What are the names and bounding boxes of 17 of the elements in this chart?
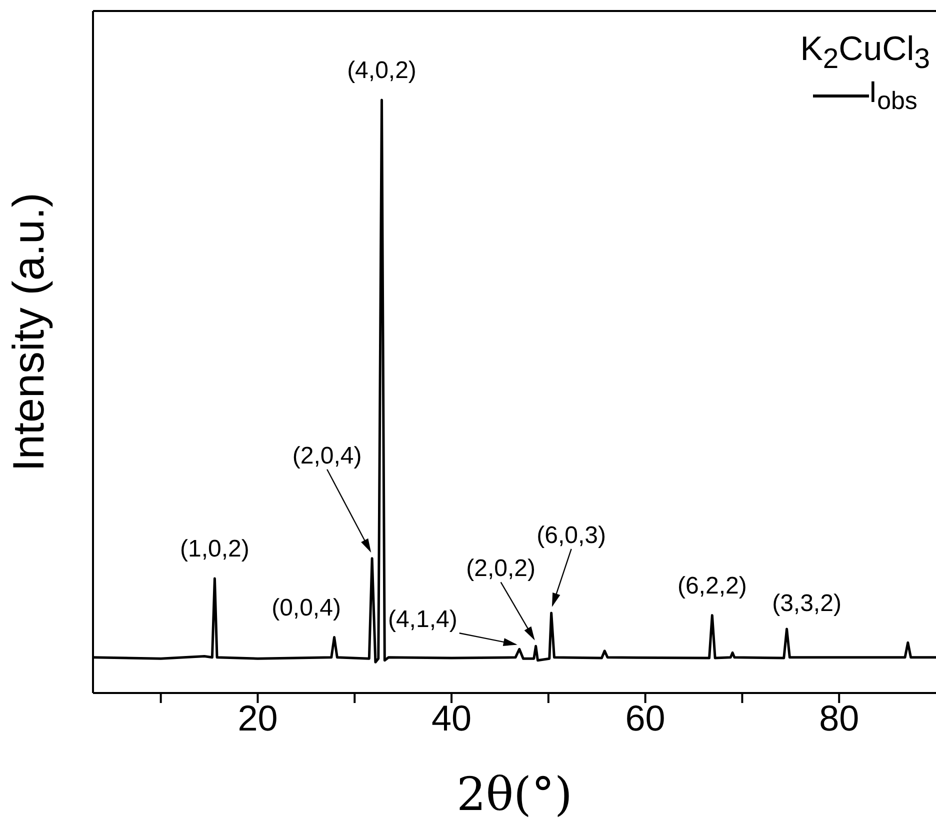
legend-label: I$_{obs}$ [868, 76, 918, 116]
annotation: (1,0,2) [180, 536, 250, 563]
x-tick-label: 40 [431, 698, 472, 739]
annotation: (6,2,2) [677, 572, 747, 600]
annotation: (2,0,4) [292, 442, 362, 470]
annotation: (3,3,2) [772, 590, 842, 617]
annotation: (4,0,2) [347, 56, 416, 84]
annotation: (2,0,2) [466, 555, 536, 582]
x-tick-label: 20 [238, 698, 278, 739]
legend-title: K$_{2}$CuCl$_{3}$ [800, 30, 930, 76]
x-axis-title: 2θ(°) [456, 767, 572, 821]
x-tick-label: 60 [625, 698, 666, 739]
annotation: (0,0,4) [272, 594, 341, 622]
y-axis-title: Intensity (a.u.) [4, 192, 54, 472]
annotation: (4,1,4) [388, 606, 458, 634]
annotation: (6,0,3) [536, 522, 606, 549]
x-tick-label: 80 [819, 698, 860, 739]
